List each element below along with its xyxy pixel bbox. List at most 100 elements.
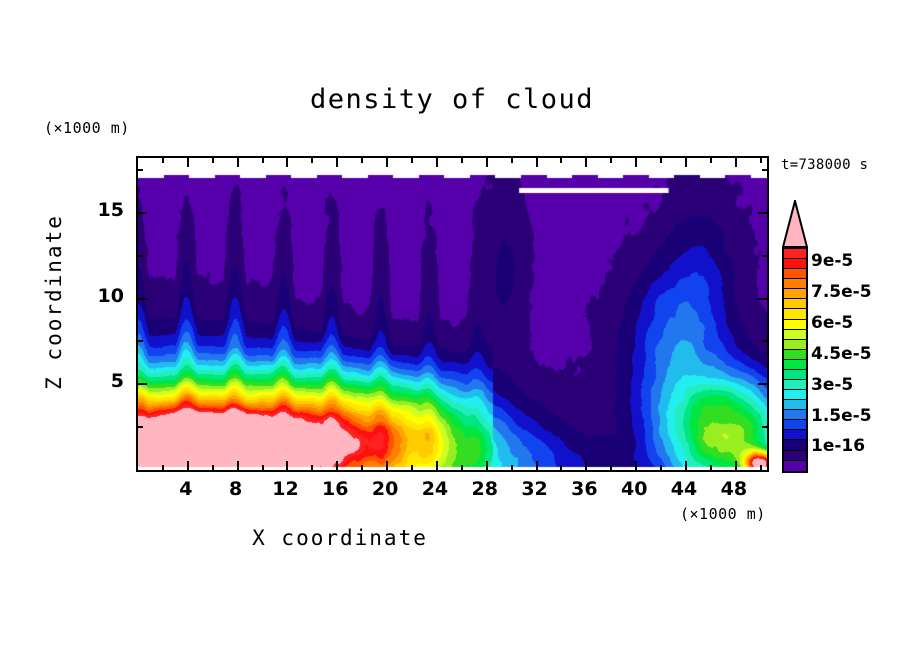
x-tick-major-top (585, 158, 588, 167)
time-annotation: t=738000 s (781, 157, 869, 173)
x-tick-minor-top (560, 158, 563, 163)
colorbar-band (784, 440, 806, 451)
x-tick-minor-top (709, 158, 712, 163)
x-tick-label: 44 (670, 478, 698, 500)
x-axis-units-label: (×1000 m) (680, 505, 766, 523)
x-tick-major (635, 461, 638, 470)
colorbar-tick-label: 6e-5 (811, 313, 854, 334)
x-tick-minor (361, 465, 364, 470)
x-tick-minor (510, 465, 513, 470)
x-tick-major-top (635, 158, 638, 167)
colorbar-band (784, 390, 806, 401)
y-tick-minor-right (762, 340, 767, 343)
x-tick-minor-top (361, 158, 364, 163)
x-tick-major-top (435, 158, 438, 167)
x-tick-major-top (685, 158, 688, 167)
colorbar-band (784, 400, 806, 411)
x-tick-minor (709, 465, 712, 470)
colorbar-band (784, 430, 806, 441)
x-tick-minor (211, 465, 214, 470)
y-tick-major-right (758, 211, 767, 214)
x-tick-minor (261, 465, 264, 470)
x-tick-minor-top (510, 158, 513, 163)
x-tick-major-top (386, 158, 389, 167)
y-tick-minor-right (762, 169, 767, 171)
x-tick-major (186, 461, 189, 470)
x-tick-minor-top (759, 158, 762, 163)
x-tick-label: 28 (471, 478, 498, 500)
colorbar-band (784, 329, 806, 340)
colorbar-band (784, 410, 806, 421)
colorbar-tick-label: 9e-5 (811, 251, 854, 272)
x-tick-label: 12 (272, 478, 299, 500)
x-tick-minor (311, 465, 314, 470)
x-tick-minor-top (311, 158, 314, 163)
colorbar-band (784, 319, 806, 330)
x-tick-minor (660, 465, 663, 470)
y-tick-label: 10 (97, 284, 124, 307)
y-tick-minor-right (762, 426, 767, 429)
colorbar-band (784, 349, 806, 360)
x-tick-major-top (535, 158, 538, 167)
x-tick-major (734, 461, 737, 470)
y-tick-minor (138, 340, 143, 343)
colorbar (781, 200, 811, 480)
x-tick-minor (610, 465, 613, 470)
y-tick-label: 5 (110, 370, 124, 393)
colorbar-band (784, 420, 806, 431)
colorbar-band (784, 289, 806, 300)
colorbar-band (784, 249, 806, 260)
x-tick-minor-top (211, 158, 214, 163)
x-tick-minor-top (411, 158, 414, 163)
y-tick-minor (138, 254, 143, 257)
colorbar-band (784, 309, 806, 320)
colorbar-band (784, 450, 806, 461)
x-tick-label: 4 (179, 478, 193, 500)
contour-field-canvas (138, 158, 767, 470)
x-tick-minor (411, 465, 414, 470)
x-tick-major-top (485, 158, 488, 167)
colorbar-band (784, 299, 806, 310)
colorbar-band (784, 259, 806, 270)
colorbar-tick-label: 1.5e-5 (811, 405, 872, 426)
x-tick-major (485, 461, 488, 470)
x-tick-label: 20 (371, 478, 399, 500)
y-tick-minor (138, 426, 143, 429)
y-tick-major-right (758, 297, 767, 300)
colorbar-band (784, 460, 806, 471)
y-tick-major (138, 211, 147, 214)
colorbar-band (784, 380, 806, 391)
colorbar-band (784, 339, 806, 350)
page-title: density of cloud (309, 84, 595, 115)
y-tick-minor (138, 169, 143, 171)
x-tick-major (236, 461, 239, 470)
x-tick-major (286, 461, 289, 470)
x-axis-title: X coordinate (252, 526, 428, 550)
colorbar-band (784, 269, 806, 280)
y-tick-minor-right (762, 254, 767, 257)
colorbar-tick-label: 7.5e-5 (811, 282, 872, 303)
x-tick-major (585, 461, 588, 470)
x-tick-major-top (236, 158, 239, 167)
x-tick-major (685, 461, 688, 470)
x-tick-label: 32 (521, 478, 548, 500)
x-tick-minor (460, 465, 463, 470)
x-tick-major (535, 461, 538, 470)
x-tick-major-top (286, 158, 289, 167)
x-tick-minor-top (610, 158, 613, 163)
y-axis-title: Z coordinate (42, 214, 66, 390)
x-tick-label: 16 (322, 478, 349, 500)
x-tick-minor (560, 465, 563, 470)
colorbar-band (784, 369, 806, 381)
y-tick-major (138, 383, 147, 386)
x-tick-major-top (336, 158, 339, 167)
x-tick-major (435, 461, 438, 470)
y-tick-major-right (758, 383, 767, 386)
y-tick-label: 15 (97, 198, 124, 221)
contour-plot-area (136, 156, 769, 472)
x-tick-minor-top (161, 158, 164, 163)
x-tick-label: 40 (620, 478, 648, 500)
colorbar-overflow-arrow-icon (782, 200, 808, 248)
colorbar-bands (782, 247, 808, 473)
colorbar-tick-label: 3e-5 (811, 374, 854, 395)
